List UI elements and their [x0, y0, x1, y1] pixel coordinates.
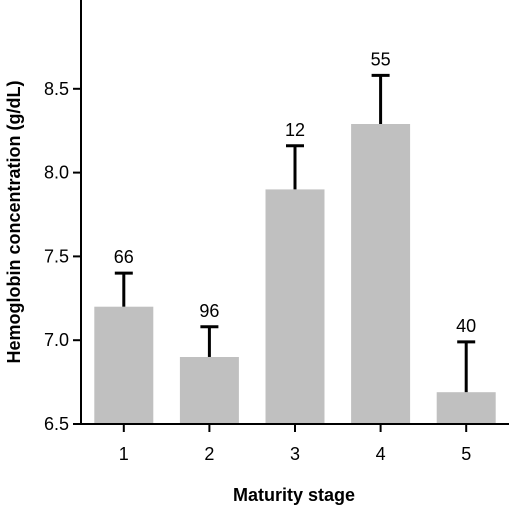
x-tick-label-4: 4 [376, 444, 386, 464]
bar-3 [265, 189, 325, 424]
y-tick-label-1: 7.0 [44, 330, 69, 350]
y-tick-label-0: 6.5 [44, 414, 69, 434]
y-tick-label-2: 7.5 [44, 246, 69, 266]
y-tick-label-3: 8.0 [44, 163, 69, 183]
bar-label-3: 12 [285, 120, 305, 140]
x-axis-title: Maturity stage [233, 485, 355, 505]
bar-2 [179, 357, 239, 424]
x-tick-label-1: 1 [119, 444, 129, 464]
bar-label-4: 55 [371, 49, 391, 69]
bars-group [94, 124, 496, 424]
bar-label-2: 96 [199, 301, 219, 321]
bar-label-1: 66 [114, 247, 134, 267]
x-tick-label-2: 2 [204, 444, 214, 464]
bar-5 [436, 392, 496, 424]
labels-group: 66 1 96 2 12 3 55 4 40 5 6.5 7.0 7.5 8.0 8.5 [44, 49, 476, 464]
bar-1 [94, 306, 154, 424]
y-tick-label-4: 8.5 [44, 79, 69, 99]
x-tick-label-5: 5 [461, 444, 471, 464]
bar-4 [351, 124, 411, 424]
x-tick-label-3: 3 [290, 444, 300, 464]
axes-group [73, 0, 509, 432]
error-bars-group [114, 73, 476, 393]
bar-label-5: 40 [456, 316, 476, 336]
y-axis-title: Hemoglobin concentration (g/dL) [4, 81, 24, 364]
